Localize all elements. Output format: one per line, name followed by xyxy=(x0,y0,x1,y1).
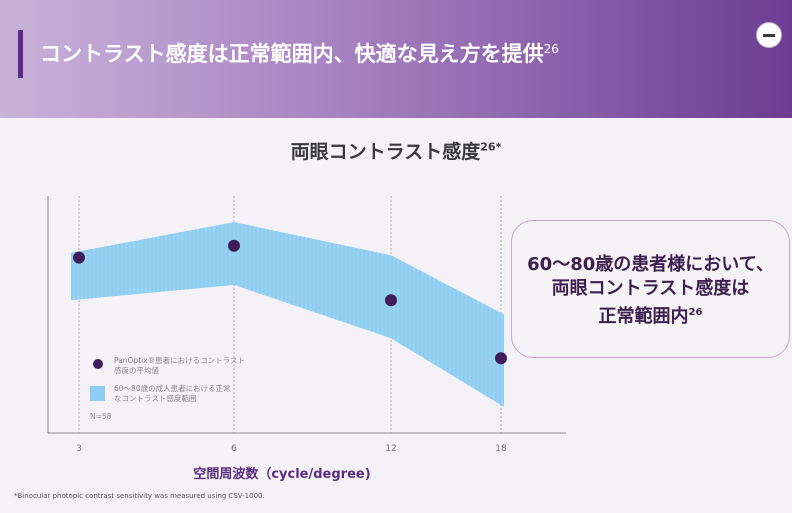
chart-legend: PanOptix®患者におけるコントラスト 感度の平均値 60～80歳の成人患者… xyxy=(90,356,245,422)
chart-title-ref: 26* xyxy=(480,140,502,154)
result-callout: 60～80歳の患者様において、 両眼コントラスト感度は 正常範囲内26 xyxy=(511,220,790,358)
header-banner: コントラスト感度は正常範囲内、快適な見え方を提供26 xyxy=(0,0,792,118)
x-tick-label-12: 12 xyxy=(385,444,396,454)
minus-icon xyxy=(763,34,775,37)
page-title: コントラスト感度は正常範囲内、快適な見え方を提供26 xyxy=(40,38,559,68)
page-title-ref: 26 xyxy=(543,42,559,56)
page-title-text: コントラスト感度は正常範囲内、快適な見え方を提供 xyxy=(40,42,544,66)
callout-line-1: 60～80歳の患者様において、 xyxy=(527,254,774,275)
chart-title: 両眼コントラスト感度26* xyxy=(0,137,792,164)
callout-line-3: 正常範囲内26 xyxy=(512,301,789,329)
legend-dot-marker xyxy=(93,359,103,369)
mean-point-6 xyxy=(228,239,240,252)
legend-band-swatch xyxy=(90,386,105,401)
callout-ref: 26 xyxy=(688,307,703,318)
legend-range-text-2: なコントラスト感度範囲 xyxy=(114,394,197,403)
callout-line-2: 両眼コントラスト感度は xyxy=(551,278,750,299)
legend-item-range: 60～80歳の成人患者における正常 なコントラスト感度範囲 xyxy=(90,384,245,404)
legend-mean-text-2: 感度の平均値 xyxy=(114,366,159,375)
mean-point-3 xyxy=(73,251,85,264)
callout-line-3-text: 正常範囲内 xyxy=(598,306,689,327)
mean-point-18 xyxy=(495,352,507,365)
legend-mean-text-1: PanOptix®患者におけるコントラスト xyxy=(114,356,246,365)
x-tick-label-6: 6 xyxy=(231,444,237,454)
x-tick-label-3: 3 xyxy=(76,444,82,454)
collapse-button[interactable] xyxy=(756,22,782,48)
header-accent-bar xyxy=(18,30,23,78)
footnote: *Binocular photopic contrast sensitivity… xyxy=(14,492,265,500)
mean-point-12 xyxy=(385,294,397,307)
normal-range-band xyxy=(71,222,504,407)
chart-title-text: 両眼コントラスト感度 xyxy=(290,141,481,163)
sample-size: N=58 xyxy=(90,412,112,421)
legend-item-mean: PanOptix®患者におけるコントラスト 感度の平均値 xyxy=(90,356,245,376)
x-tick-label-18: 18 xyxy=(495,444,507,454)
legend-range-text-1: 60～80歳の成人患者における正常 xyxy=(114,384,231,393)
x-axis-label: 空間周波数（cycle/degree) xyxy=(193,466,370,482)
